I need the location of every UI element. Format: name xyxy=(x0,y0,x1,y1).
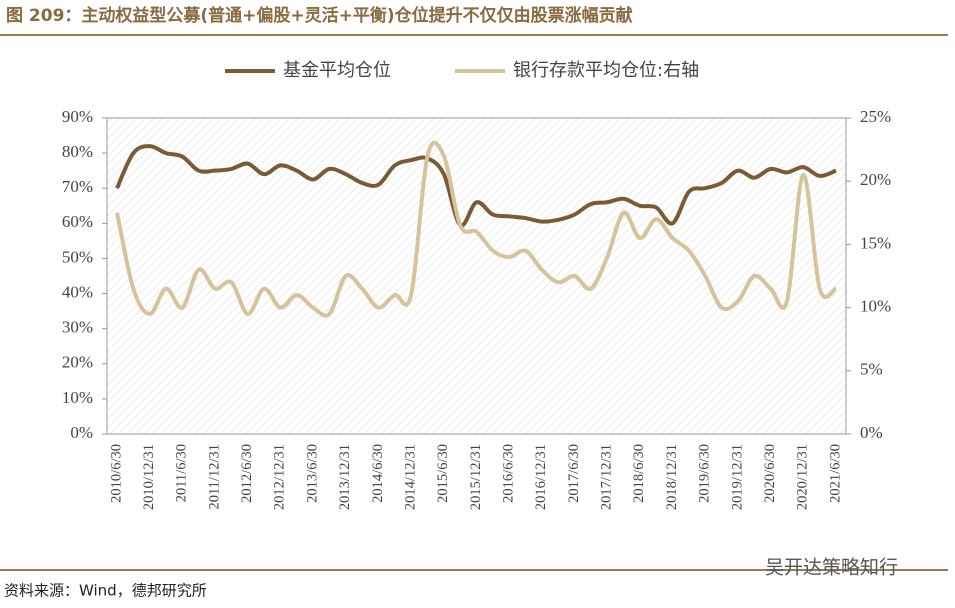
x-tick-label: 2016/12/31 xyxy=(533,444,549,510)
x-tick-label: 2014/6/30 xyxy=(370,444,386,503)
x-tick-label: 2011/6/30 xyxy=(174,444,190,502)
y-tick-label: 50% xyxy=(62,247,93,266)
x-tick-label: 2015/6/30 xyxy=(435,444,451,503)
y2-tick-label: 25% xyxy=(860,107,891,126)
legend-label: 基金平均仓位 xyxy=(283,60,391,81)
source: 资料来源：Wind，德邦研究所 xyxy=(4,582,207,600)
x-tick-label: 2017/12/31 xyxy=(599,444,615,510)
x-tick-label: 2018/12/31 xyxy=(664,444,680,510)
x-tick-label: 2014/12/31 xyxy=(402,444,418,510)
x-tick-label: 2021/6/30 xyxy=(827,444,843,503)
y-tick-label: 70% xyxy=(62,177,93,196)
x-tick-label: 2020/12/31 xyxy=(795,444,811,510)
x-tick-label: 2017/6/30 xyxy=(566,444,582,503)
x-tick-label: 2019/6/30 xyxy=(697,444,713,503)
y-tick-label: 10% xyxy=(62,388,93,407)
y-tick-label: 30% xyxy=(62,318,93,337)
x-tick-label: 2013/6/30 xyxy=(304,444,320,503)
x-tick-label: 2013/12/31 xyxy=(337,444,353,510)
y2-tick-label: 20% xyxy=(860,170,891,189)
y-tick-label: 80% xyxy=(62,142,93,161)
series-line xyxy=(115,140,838,318)
y-tick-label: 20% xyxy=(62,353,93,372)
x-tick-label: 2010/6/30 xyxy=(108,444,124,503)
plot-area xyxy=(106,117,847,435)
y2-tick-label: 0% xyxy=(860,423,883,442)
y2-tick-label: 5% xyxy=(860,360,883,379)
series-line xyxy=(115,144,837,228)
y-tick-label: 90% xyxy=(62,107,93,126)
x-tick-label: 2019/12/31 xyxy=(729,444,745,510)
x-tick-label: 2020/6/30 xyxy=(762,444,778,503)
y-tick-label: 0% xyxy=(70,423,93,442)
chart-title: 图 209：主动权益型公募(普通+偏股+灵活+平衡)仓位提升不仅仅由股票涨幅贡献 xyxy=(6,5,633,26)
x-tick-label: 2012/12/31 xyxy=(272,444,288,510)
x-tick-label: 2010/12/31 xyxy=(141,444,157,510)
x-tick-label: 2012/6/30 xyxy=(239,444,255,503)
x-tick-label: 2011/12/31 xyxy=(206,444,222,510)
watermark: 吴开达策略知行 xyxy=(765,557,898,579)
y-tick-label: 60% xyxy=(62,212,93,231)
x-tick-label: 2015/12/31 xyxy=(468,444,484,510)
x-tick-label: 2016/6/30 xyxy=(501,444,517,503)
x-tick-label: 2018/6/30 xyxy=(631,444,647,503)
legend-label: 银行存款平均仓位:右轴 xyxy=(513,60,699,81)
y2-tick-label: 10% xyxy=(860,297,891,316)
y2-tick-label: 15% xyxy=(860,233,891,252)
y-tick-label: 40% xyxy=(62,282,93,301)
